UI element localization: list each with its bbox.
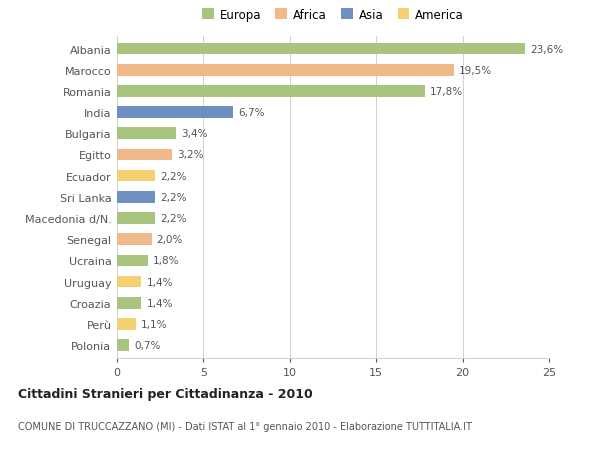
Bar: [117, 170, 155, 182]
Text: 2,2%: 2,2%: [160, 213, 187, 224]
Text: 6,7%: 6,7%: [238, 108, 265, 118]
Bar: [117, 319, 136, 330]
Text: Cittadini Stranieri per Cittadinanza - 2010: Cittadini Stranieri per Cittadinanza - 2…: [18, 387, 313, 400]
Text: 3,4%: 3,4%: [181, 129, 208, 139]
Bar: [117, 340, 129, 351]
Bar: [117, 191, 155, 203]
Text: 1,4%: 1,4%: [146, 298, 173, 308]
Text: 1,8%: 1,8%: [153, 256, 180, 266]
Text: 1,1%: 1,1%: [141, 319, 167, 329]
Bar: [117, 86, 425, 97]
Bar: [117, 128, 176, 140]
Bar: [117, 107, 233, 118]
Bar: [117, 297, 141, 309]
Text: 17,8%: 17,8%: [430, 87, 463, 97]
Text: COMUNE DI TRUCCAZZANO (MI) - Dati ISTAT al 1° gennaio 2010 - Elaborazione TUTTIT: COMUNE DI TRUCCAZZANO (MI) - Dati ISTAT …: [18, 421, 472, 431]
Text: 1,4%: 1,4%: [146, 277, 173, 287]
Text: 3,2%: 3,2%: [178, 150, 204, 160]
Legend: Europa, Africa, Asia, America: Europa, Africa, Asia, America: [197, 4, 469, 27]
Text: 23,6%: 23,6%: [530, 45, 563, 55]
Text: 2,2%: 2,2%: [160, 192, 187, 202]
Text: 19,5%: 19,5%: [459, 66, 492, 76]
Text: 2,2%: 2,2%: [160, 171, 187, 181]
Text: 0,7%: 0,7%: [134, 340, 161, 350]
Bar: [117, 213, 155, 224]
Bar: [117, 149, 172, 161]
Bar: [117, 276, 141, 288]
Bar: [117, 234, 152, 246]
Bar: [117, 255, 148, 267]
Text: 2,0%: 2,0%: [157, 235, 183, 245]
Bar: [117, 44, 525, 55]
Bar: [117, 65, 454, 76]
